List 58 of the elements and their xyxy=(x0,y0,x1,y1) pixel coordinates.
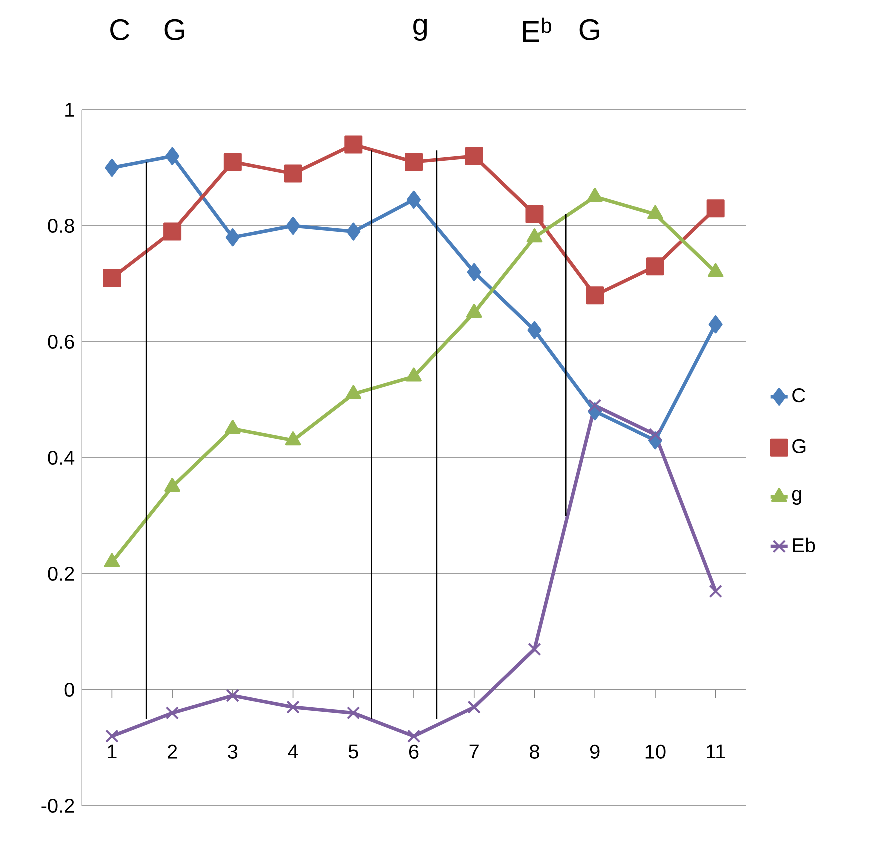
y-tick-label: 0 xyxy=(64,682,74,698)
point xyxy=(528,321,542,340)
y-tick-label: 0.4 xyxy=(48,450,75,466)
text: G xyxy=(164,19,184,41)
x-tick-label: 3 xyxy=(228,744,238,759)
point xyxy=(164,222,182,241)
legend-label: Eb xyxy=(793,538,816,553)
point xyxy=(106,730,119,744)
point xyxy=(346,222,361,241)
x-tick-label: 8 xyxy=(530,744,540,759)
point xyxy=(465,147,484,166)
x-tick-label: 7 xyxy=(470,744,479,759)
x-tick-label: 5 xyxy=(348,744,358,759)
x-tick-label: 9 xyxy=(590,744,600,759)
point xyxy=(708,316,723,334)
point xyxy=(284,164,302,183)
point xyxy=(103,269,122,288)
text: E$^{b}$ xyxy=(523,18,552,42)
point xyxy=(646,258,664,276)
legend-label: g xyxy=(792,490,802,506)
x-tick-label: 6 xyxy=(409,744,419,759)
point xyxy=(588,399,602,412)
point xyxy=(166,706,180,720)
x-tick-label: 10 xyxy=(646,744,666,759)
point xyxy=(709,584,722,598)
point xyxy=(405,153,424,172)
y-tick-label: -0.2 xyxy=(42,798,74,814)
point xyxy=(407,190,422,209)
point xyxy=(346,706,360,720)
point xyxy=(706,200,725,218)
x-tick-label: 1 xyxy=(108,744,117,759)
x-tick-label: 11 xyxy=(707,744,726,759)
point xyxy=(105,158,120,177)
y-tick-label: 0.6 xyxy=(48,334,74,350)
point xyxy=(586,286,604,305)
text: G xyxy=(580,19,600,41)
x-tick-label: 4 xyxy=(288,744,298,759)
point xyxy=(344,136,363,154)
x-tick-label: 2 xyxy=(168,744,178,759)
text: g xyxy=(414,18,428,42)
point xyxy=(226,689,240,702)
point xyxy=(226,228,240,247)
point xyxy=(648,428,662,442)
legend-label: G xyxy=(792,439,806,454)
point xyxy=(528,642,542,656)
point xyxy=(286,216,300,235)
y-tick-label: 1 xyxy=(66,103,74,117)
point xyxy=(468,700,482,714)
y-tick-label: 0.2 xyxy=(48,566,74,582)
legend-label: C xyxy=(792,388,806,403)
y-tick-label: 0.8 xyxy=(48,218,74,234)
text: C xyxy=(110,19,130,41)
point xyxy=(224,153,242,172)
point xyxy=(467,263,482,282)
point xyxy=(286,700,300,714)
point xyxy=(166,147,180,166)
point xyxy=(526,205,544,224)
point xyxy=(407,730,421,744)
